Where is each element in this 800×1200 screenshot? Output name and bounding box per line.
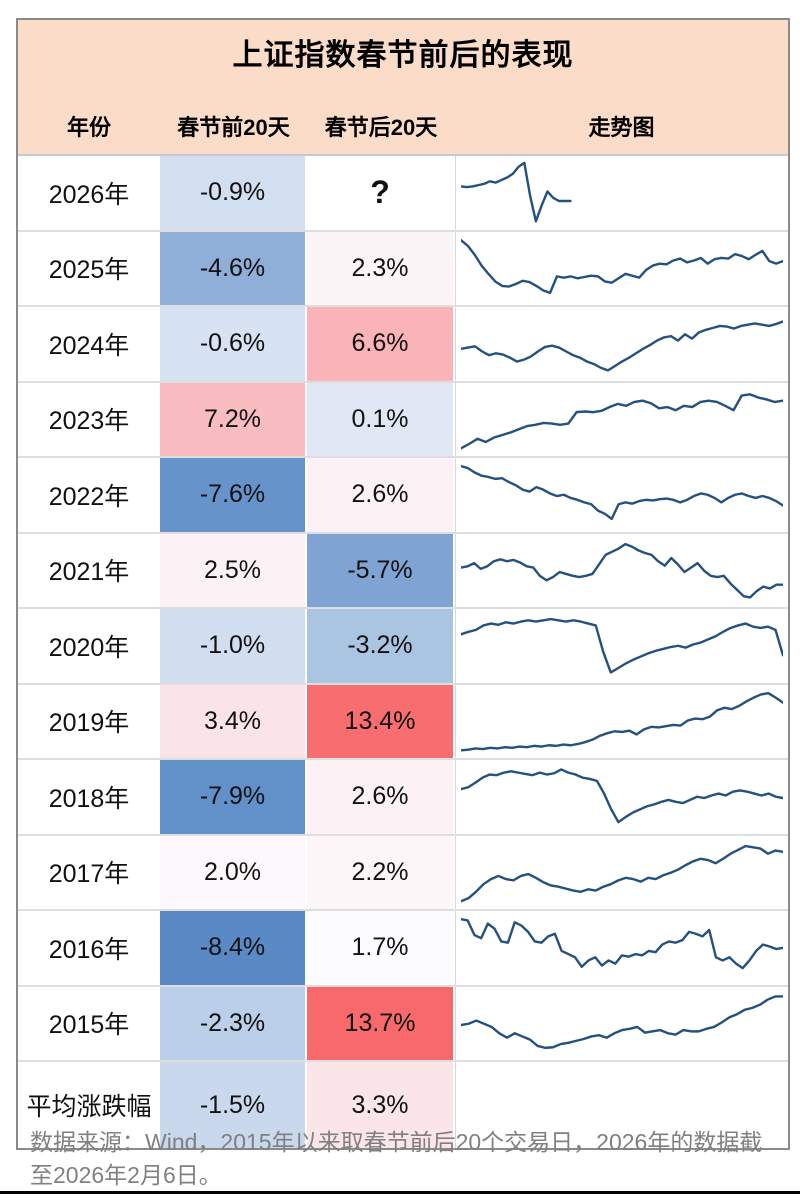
data-source-note: 数据来源：Wind，2015年以来取春节前后20个交易日，2026年的数据截至2… xyxy=(30,1129,763,1188)
year-cell: 2020年 xyxy=(18,609,160,683)
pre-festival-change-cell: -0.6% xyxy=(160,307,307,381)
column-header-pre-festival: 春节前20天 xyxy=(177,115,290,140)
table-row: 2017年 2.0% 2.2% xyxy=(18,833,788,909)
year-cell: 2023年 xyxy=(18,382,160,456)
year-cell: 2019年 xyxy=(18,684,160,758)
table-row: 2018年 -7.9% 2.6% xyxy=(18,758,788,834)
table-row: 2022年 -7.6% 2.6% xyxy=(18,456,788,532)
sparkline-cell xyxy=(455,911,788,985)
post-festival-change-cell: 2.6% xyxy=(307,760,455,834)
post-festival-change-cell: 6.6% xyxy=(307,307,455,381)
sparkline-cell xyxy=(455,458,788,532)
table-header: 上证指数春节前后的表现 年份 春节前20天 春节后20天 走势图 xyxy=(18,20,788,156)
sparkline-cell xyxy=(455,231,788,305)
table-row: 2016年 -8.4% 1.7% xyxy=(18,909,788,985)
sparkline-cell xyxy=(455,609,788,683)
post-festival-change-cell: ? xyxy=(307,156,455,230)
year-cell: 2015年 xyxy=(18,986,160,1060)
table-row: 2020年 -1.0% -3.2% xyxy=(18,607,788,683)
table-row: 平均涨跌幅 -1.5% 3.3% xyxy=(18,1060,788,1148)
pre-festival-change-cell: -4.6% xyxy=(160,231,307,305)
sparkline-cell xyxy=(455,156,788,230)
sparkline-cell xyxy=(455,684,788,758)
sparkline-cell xyxy=(455,1062,788,1148)
column-header-trend-chart: 走势图 xyxy=(588,115,655,140)
year-cell: 2022年 xyxy=(18,458,160,532)
sparkline-chart xyxy=(461,161,783,225)
post-festival-change-cell: 0.1% xyxy=(307,382,455,456)
pre-festival-change-cell: -7.9% xyxy=(160,760,307,834)
sparkline-chart xyxy=(461,765,783,829)
pre-festival-change-cell: 2.5% xyxy=(160,533,307,607)
column-header-year: 年份 xyxy=(66,115,111,140)
sparkline-chart xyxy=(461,539,783,603)
column-header-post-festival: 春节后20天 xyxy=(324,115,438,140)
year-cell: 2016年 xyxy=(18,911,160,985)
year-cell: 2024年 xyxy=(18,307,160,381)
sparkline-chart xyxy=(461,690,783,754)
year-cell: 2021年 xyxy=(18,533,160,607)
bottom-border-bar xyxy=(0,1191,800,1194)
sparkline-cell xyxy=(455,382,788,456)
sparkline-chart xyxy=(461,614,783,678)
table-row: 2026年 -0.9% ? xyxy=(18,156,788,230)
pre-festival-change-cell: 7.2% xyxy=(160,382,307,456)
table-row: 2024年 -0.6% 6.6% xyxy=(18,305,788,381)
pre-festival-change-cell: -1.5% xyxy=(160,1062,307,1148)
sparkline-chart xyxy=(461,463,783,527)
sparkline-cell xyxy=(455,307,788,381)
year-cell: 2017年 xyxy=(18,835,160,909)
pre-festival-change-cell: 2.0% xyxy=(160,835,307,909)
year-cell: 2026年 xyxy=(18,156,160,230)
post-festival-change-cell: -3.2% xyxy=(307,609,455,683)
pre-festival-change-cell: -8.4% xyxy=(160,911,307,985)
post-festival-change-cell: 1.7% xyxy=(307,911,455,985)
post-festival-change-cell: 2.3% xyxy=(307,231,455,305)
pre-festival-change-cell: -7.6% xyxy=(160,458,307,532)
post-festival-change-cell: 13.4% xyxy=(307,684,455,758)
table-row: 2023年 7.2% 0.1% xyxy=(18,380,788,456)
performance-table: 上证指数春节前后的表现 年份 春节前20天 春节后20天 走势图 2026年 -… xyxy=(16,18,790,1150)
table-row: 2021年 2.5% -5.7% xyxy=(18,531,788,607)
sparkline-chart xyxy=(461,916,783,980)
post-festival-change-cell: 2.6% xyxy=(307,458,455,532)
table-row: 2019年 3.4% 13.4% xyxy=(18,682,788,758)
post-festival-change-cell: 3.3% xyxy=(307,1062,455,1148)
table-row: 2015年 -2.3% 13.7% xyxy=(18,984,788,1060)
post-festival-change-cell: -5.7% xyxy=(307,533,455,607)
table-body: 2026年 -0.9% ? 2025年 -4.6% 2.3% 2024年 -0.… xyxy=(18,156,788,1148)
sparkline-cell xyxy=(455,986,788,1060)
sparkline-cell xyxy=(455,760,788,834)
sparkline-cell xyxy=(455,533,788,607)
year-cell: 2025年 xyxy=(18,231,160,305)
column-header-row: 年份 春节前20天 春节后20天 走势图 xyxy=(18,82,788,154)
page-title: 上证指数春节前后的表现 xyxy=(232,39,574,72)
post-festival-change-cell: 2.2% xyxy=(307,835,455,909)
year-cell: 平均涨跌幅 xyxy=(18,1062,160,1148)
sparkline-chart xyxy=(461,237,783,301)
sparkline-chart xyxy=(461,388,783,452)
sparkline-chart xyxy=(461,312,783,376)
pre-festival-change-cell: 3.4% xyxy=(160,684,307,758)
pre-festival-change-cell: -1.0% xyxy=(160,609,307,683)
sparkline-chart xyxy=(461,841,783,905)
table-row: 2025年 -4.6% 2.3% xyxy=(18,229,788,305)
year-cell: 2018年 xyxy=(18,760,160,834)
post-festival-change-cell: 13.7% xyxy=(307,986,455,1060)
sparkline-chart xyxy=(461,992,783,1056)
pre-festival-change-cell: -0.9% xyxy=(160,156,307,230)
pre-festival-change-cell: -2.3% xyxy=(160,986,307,1060)
sparkline-cell xyxy=(455,835,788,909)
